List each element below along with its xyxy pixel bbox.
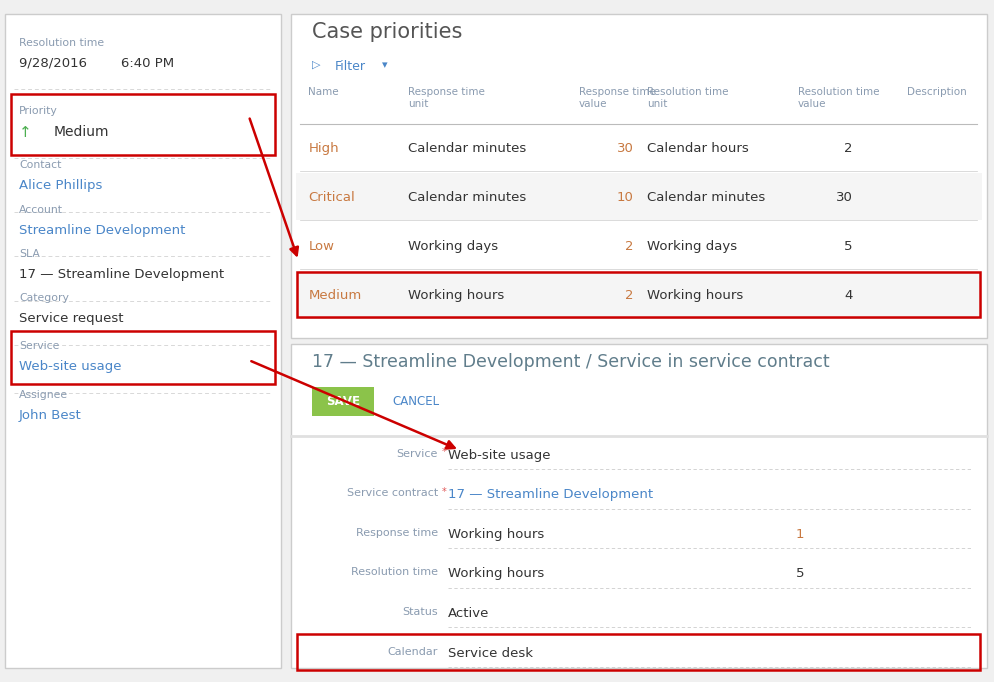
Text: Calendar: Calendar — [387, 647, 437, 657]
Text: 2: 2 — [624, 240, 633, 254]
Text: ▾: ▾ — [382, 60, 388, 70]
Text: Resolution time
value: Resolution time value — [797, 87, 879, 109]
Text: Service: Service — [396, 449, 437, 459]
Bar — [295, 173, 981, 220]
Text: Calendar minutes: Calendar minutes — [408, 142, 526, 155]
Text: Description: Description — [907, 87, 966, 98]
Text: Alice Phillips: Alice Phillips — [19, 179, 102, 192]
Text: Web-site usage: Web-site usage — [19, 360, 121, 373]
Text: 4: 4 — [844, 289, 852, 303]
Text: 17 — Streamline Development / Service in service contract: 17 — Streamline Development / Service in… — [312, 353, 829, 370]
Text: Priority: Priority — [19, 106, 58, 116]
Text: John Best: John Best — [19, 409, 82, 422]
Text: Resolution time: Resolution time — [19, 38, 104, 48]
Bar — [296, 634, 979, 670]
Text: 5: 5 — [795, 567, 804, 580]
Text: Category: Category — [19, 293, 69, 303]
Text: 1: 1 — [795, 528, 804, 541]
Text: 9/28/2016        6:40 PM: 9/28/2016 6:40 PM — [19, 57, 174, 70]
Text: Working hours: Working hours — [646, 289, 743, 303]
Text: Medium: Medium — [54, 125, 109, 139]
Text: SLA: SLA — [19, 249, 40, 259]
Text: CANCEL: CANCEL — [392, 395, 438, 409]
Text: 17 — Streamline Development: 17 — Streamline Development — [447, 488, 652, 501]
Text: Account: Account — [19, 205, 63, 215]
Text: Resolution time
unit: Resolution time unit — [646, 87, 728, 109]
Text: 30: 30 — [835, 191, 852, 205]
Text: *: * — [441, 487, 446, 497]
Text: Working hours: Working hours — [447, 528, 544, 541]
Text: Calendar minutes: Calendar minutes — [646, 191, 764, 205]
Text: ↑: ↑ — [19, 125, 32, 140]
Text: Resolution time: Resolution time — [351, 567, 437, 578]
Text: ▷: ▷ — [312, 60, 321, 70]
Text: Name: Name — [308, 87, 339, 98]
Text: Service: Service — [19, 341, 60, 351]
Text: Working days: Working days — [408, 240, 498, 254]
Text: 10: 10 — [616, 191, 633, 205]
Text: Calendar hours: Calendar hours — [646, 142, 747, 155]
Text: *: * — [441, 447, 446, 458]
Text: SAVE: SAVE — [326, 395, 360, 409]
Text: 17 — Streamline Development: 17 — Streamline Development — [19, 268, 224, 281]
Bar — [11, 94, 274, 155]
Bar — [11, 331, 274, 384]
Text: Case priorities: Case priorities — [312, 22, 462, 42]
Text: Medium: Medium — [308, 289, 362, 303]
Text: 30: 30 — [616, 142, 633, 155]
Text: 2: 2 — [843, 142, 852, 155]
Text: Critical: Critical — [308, 191, 355, 205]
Text: Contact: Contact — [19, 160, 62, 170]
Text: Service desk: Service desk — [447, 647, 532, 659]
Bar — [290, 14, 986, 338]
Text: Service request: Service request — [19, 312, 123, 325]
Bar — [312, 387, 374, 416]
Text: Web-site usage: Web-site usage — [447, 449, 550, 462]
Text: Active: Active — [447, 607, 489, 620]
Text: Response time
value: Response time value — [579, 87, 655, 109]
Text: High: High — [308, 142, 339, 155]
Text: Assignee: Assignee — [19, 390, 68, 400]
Text: Working days: Working days — [646, 240, 737, 254]
Bar — [295, 271, 981, 318]
Text: Service contract: Service contract — [346, 488, 437, 499]
Text: Response time
unit: Response time unit — [408, 87, 484, 109]
Text: Working hours: Working hours — [447, 567, 544, 580]
Text: Filter: Filter — [334, 60, 365, 73]
Text: Streamline Development: Streamline Development — [19, 224, 185, 237]
Bar — [290, 344, 986, 668]
Bar — [5, 14, 280, 668]
Text: Calendar minutes: Calendar minutes — [408, 191, 526, 205]
Text: 5: 5 — [843, 240, 852, 254]
Bar — [296, 272, 979, 317]
Text: Working hours: Working hours — [408, 289, 504, 303]
Text: Status: Status — [402, 607, 437, 617]
Text: Response time: Response time — [355, 528, 437, 538]
Text: Low: Low — [308, 240, 334, 254]
Text: 2: 2 — [624, 289, 633, 303]
